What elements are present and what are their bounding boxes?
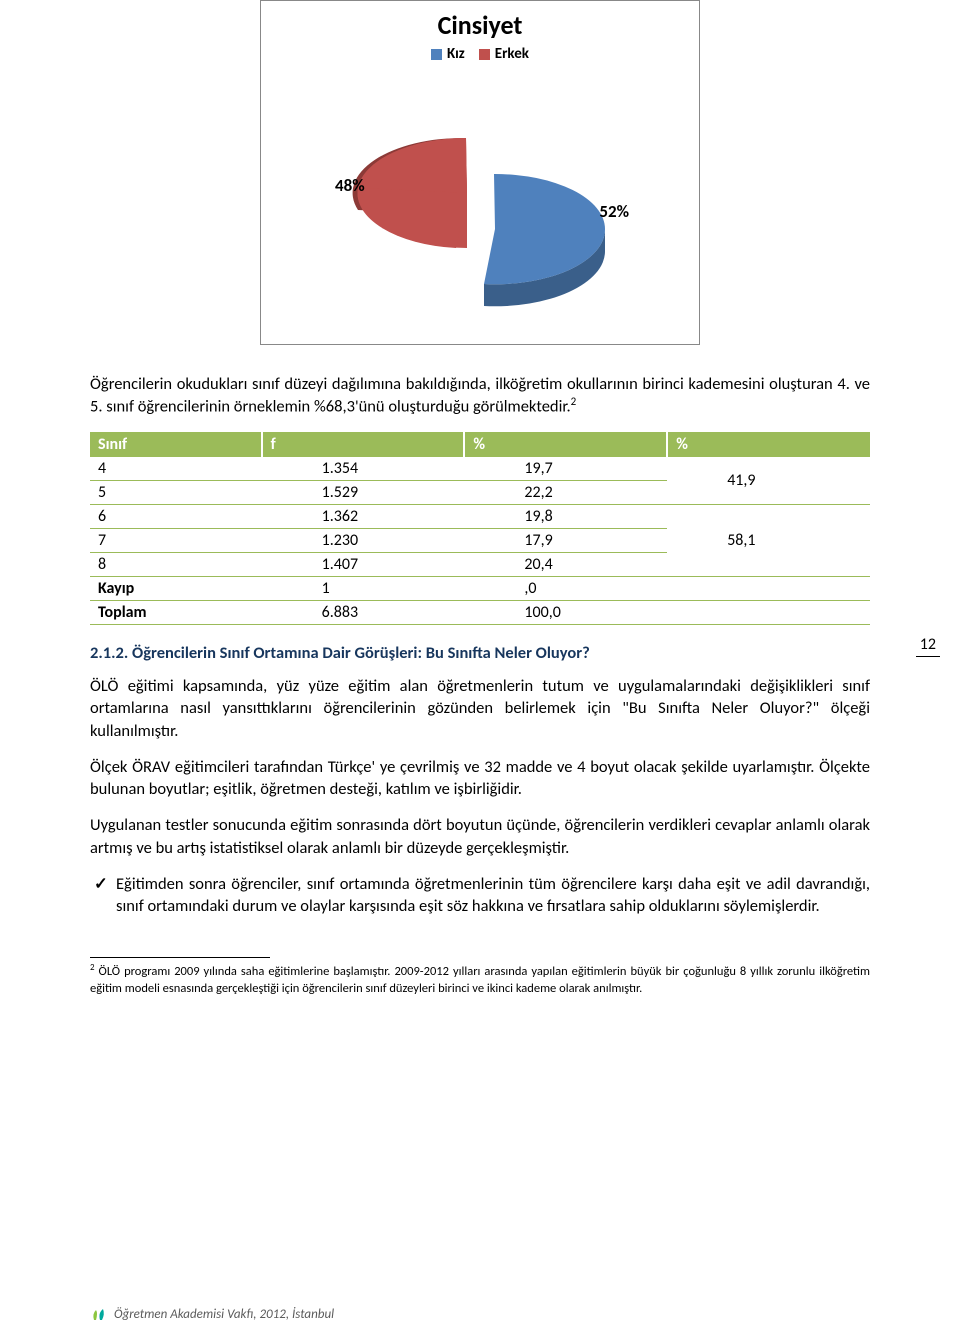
page-number: 12 [916,635,940,657]
cell-sinif: 4 [90,457,262,481]
cell-sinif: 6 [90,505,262,529]
paragraph-scale: Ölçek ÖRAV eğitimcileri tarafından Türkç… [90,756,870,801]
pie-label-erkek: 48% [335,175,365,196]
legend-label-erkek: Erkek [495,45,529,63]
footer-logo-icon [90,1308,108,1322]
legend-swatch-erkek [479,49,490,60]
chart-legend: Kız Erkek [261,45,699,63]
cell-pct: 100,0 [464,601,667,625]
pie-svg [261,81,701,326]
paragraph-intro: Öğrencilerin okudukları sınıf düzeyi dağ… [90,373,870,418]
legend-item-kiz: Kız [431,45,465,63]
cell-f: 1 [262,577,465,601]
chart-title: Cinsiyet [261,9,699,41]
th-pct: % [464,432,667,457]
cell-pct: 17,9 [464,529,667,553]
cell-f: 1.407 [262,553,465,577]
cell-pct-group: 41,9 [667,457,870,505]
cell-f: 1.230 [262,529,465,553]
paragraph-tests: Uygulanan testler sonucunda eğitim sonra… [90,814,870,859]
th-f: f [262,432,465,457]
table-header-row: Sınıf f % % [90,432,870,457]
table-row: 41.35419,741,9 [90,457,870,481]
footnote-body: ÖLÖ programı 2009 yılında saha eğitimler… [90,965,870,996]
legend-item-erkek: Erkek [479,45,529,63]
cell-sinif: 7 [90,529,262,553]
cell-pct-group [667,601,870,625]
cell-pct: ,0 [464,577,667,601]
footer-text: Öğretmen Akademisi Vakfı, 2012, İstanbul [114,1307,334,1322]
footnote-rule [90,957,270,958]
section-heading: 2.1.2. Öğrencilerin Sınıf Ortamına Dair … [90,643,870,663]
table-row: 61.36219,858,1 [90,505,870,529]
paragraph-intro-text: Öğrencilerin okudukları sınıf düzeyi dağ… [90,374,870,417]
table-row: Toplam6.883100,0 [90,601,870,625]
cell-f: 1.529 [262,481,465,505]
cell-pct: 22,2 [464,481,667,505]
findings-list: Eğitimden sonra öğrenciler, sınıf ortamı… [90,873,870,918]
cell-pct: 19,8 [464,505,667,529]
cell-pct: 19,7 [464,457,667,481]
footnote-ref-2: 2 [571,395,577,408]
legend-swatch-kiz [431,49,442,60]
cell-sinif: 8 [90,553,262,577]
finding-item: Eğitimden sonra öğrenciler, sınıf ortamı… [90,873,870,918]
cell-f: 6.883 [262,601,465,625]
cell-sinif: Kayıp [90,577,262,601]
cell-f: 1.354 [262,457,465,481]
table-row: Kayıp1,0 [90,577,870,601]
class-distribution-table: Sınıf f % % 41.35419,741,951.52922,261.3… [90,432,870,625]
cell-pct: 20,4 [464,553,667,577]
cell-pct-group [667,577,870,601]
cell-sinif: Toplam [90,601,262,625]
paragraph-scope: ÖLÖ eğitimi kapsamında, yüz yüze eğitim … [90,675,870,742]
th-pct2: % [667,432,870,457]
cell-f: 1.362 [262,505,465,529]
cell-sinif: 5 [90,481,262,505]
pie-label-kiz: 52% [599,201,629,222]
pie-area: 48% 52% [261,81,701,326]
cell-pct-group: 58,1 [667,505,870,577]
gender-pie-chart: Cinsiyet Kız Erkek [260,0,700,345]
footnote-text: 2 ÖLÖ programı 2009 yılında saha eğitiml… [90,962,870,997]
legend-label-kiz: Kız [447,45,465,63]
th-sinif: Sınıf [90,432,262,457]
page-footer: Öğretmen Akademisi Vakfı, 2012, İstanbul [90,1307,334,1322]
